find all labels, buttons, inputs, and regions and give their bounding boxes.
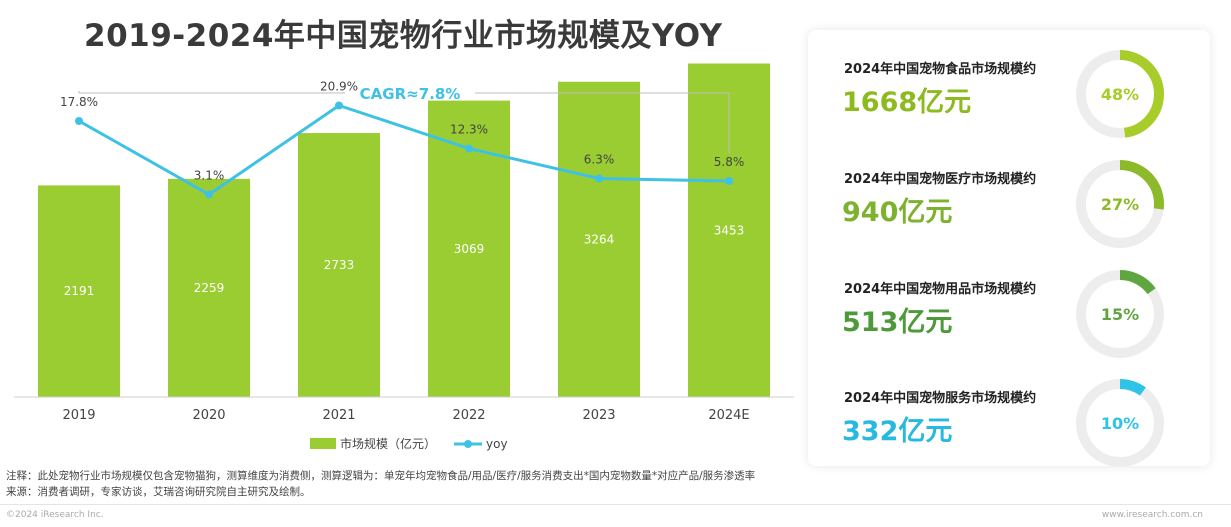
segment-label: 2024年中国宠物用品市场规模约: [844, 282, 1037, 297]
donut-arc: [1076, 379, 1164, 467]
share-donut: 27%: [1076, 160, 1164, 248]
x-tick-label: 2019: [62, 408, 95, 423]
donut-percent-label: 48%: [1101, 85, 1139, 104]
yoy-label: 20.9%: [320, 80, 358, 94]
cagr-bracket-left: [78, 91, 345, 94]
segment-panel: 2024年中国宠物食品市场规模约 1668亿元 48% 2024年中国宠物医疗市场规模…: [808, 30, 1210, 467]
yoy-label: 3.1%: [194, 169, 225, 183]
yoy-point: [335, 101, 343, 110]
yoy-label: 12.3%: [450, 123, 488, 137]
bar-2021: [298, 133, 380, 397]
yoy-point: [595, 174, 603, 183]
segment-value: 940亿元: [842, 197, 953, 228]
x-tick-label: 2024E: [708, 408, 749, 423]
yoy-point: [75, 117, 83, 125]
yoy-point: [205, 190, 213, 199]
segment-label: 2024年中国宠物医疗市场规模约: [844, 172, 1037, 187]
share-donut: 15%: [1076, 270, 1164, 358]
x-tick-label: 2023: [582, 408, 615, 423]
bar-value-label: 2733: [324, 258, 355, 272]
footnote-source: 来源：消费者调研，专家访谈，艾瑞咨询研究院自主研究及绘制。: [6, 486, 311, 498]
yoy-label: 17.8%: [60, 95, 98, 109]
chart-title: 2019-2024年中国宠物行业市场规模及YOY: [84, 18, 723, 54]
yoy-label: 5.8%: [714, 155, 745, 169]
bar-2019: [38, 185, 120, 397]
x-tick-label: 2022: [452, 408, 485, 423]
bar-value-label: 3069: [454, 242, 485, 256]
segment-value: 1668亿元: [842, 87, 972, 118]
donut-percent-label: 10%: [1101, 414, 1139, 433]
share-donut: 10%: [1076, 379, 1164, 467]
bar-value-label: 2191: [64, 284, 95, 298]
bar-value-label: 2259: [194, 281, 225, 295]
legend-line-label: yoy: [486, 437, 508, 451]
segment-value: 332亿元: [842, 416, 953, 447]
cagr-annotation: CAGR≈7.8%: [360, 85, 461, 103]
legend-bar-label: 市场规模（亿元）: [340, 436, 436, 451]
cagr-bracket-right: [475, 92, 730, 153]
yoy-point: [465, 144, 473, 153]
footnote: 注释：此处宠物行业市场规模仅包含宠物猫狗，测算维度为消费侧，测算逻辑为：单宠年均…: [6, 468, 755, 500]
segment-label: 2024年中国宠物食品市场规模约: [844, 62, 1037, 77]
donut-arc: [1076, 50, 1164, 138]
bar-value-label: 3264: [584, 232, 615, 246]
segment-card: 2024年中国宠物食品市场规模约 1668亿元 48%: [808, 36, 1210, 146]
donut-arc: [1076, 270, 1164, 358]
footer-copyright: ©2024 iResearch Inc.: [6, 510, 104, 520]
donut-percent-label: 27%: [1101, 195, 1139, 214]
segment-card: 2024年中国宠物服务市场规模约 332亿元 10%: [808, 365, 1210, 475]
segment-value: 513亿元: [842, 307, 953, 338]
bar-value-label: 3453: [714, 223, 745, 237]
segment-label: 2024年中国宠物服务市场规模约: [844, 391, 1037, 406]
legend-line-marker: [464, 440, 472, 448]
donut-arc: [1076, 160, 1164, 248]
bar-2020: [168, 178, 250, 397]
footer-divider: [0, 504, 1231, 505]
x-tick-label: 2020: [192, 408, 225, 423]
legend-bar-swatch: [310, 438, 336, 449]
bar-2023: [558, 81, 640, 397]
footer-website: www.iresearch.com.cn: [1101, 510, 1203, 520]
yoy-line: [78, 104, 730, 196]
segment-card: 2024年中国宠物用品市场规模约 513亿元 15%: [808, 256, 1210, 366]
yoy-label: 6.3%: [584, 153, 615, 167]
market-size-chart: 2191 2259 2733 3069 3264 3453 CAGR≈7.8% 17.8%…: [14, 63, 794, 451]
segment-card: 2024年中国宠物医疗市场规模约 940亿元 27%: [808, 146, 1210, 256]
share-donut: 48%: [1076, 50, 1164, 138]
donut-percent-label: 15%: [1101, 305, 1139, 324]
x-tick-label: 2021: [322, 408, 355, 423]
yoy-point: [725, 177, 733, 185]
footnote-note: 注释：此处宠物行业市场规模仅包含宠物猫狗，测算维度为消费侧，测算逻辑为：单宠年均…: [6, 470, 756, 482]
